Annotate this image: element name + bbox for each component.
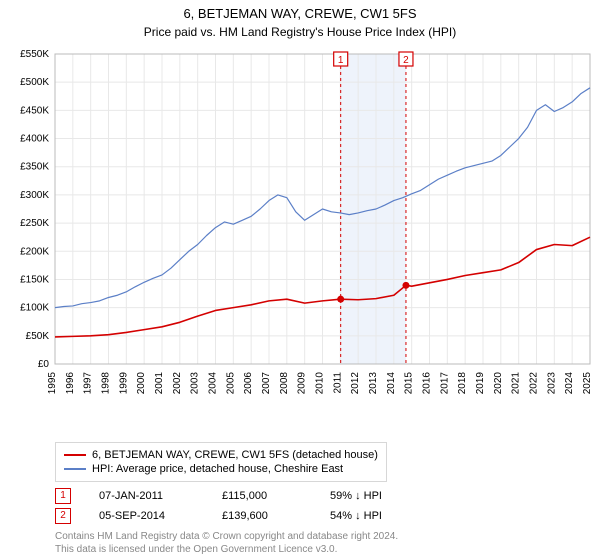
footer-line-2: This data is licensed under the Open Gov… — [55, 543, 398, 556]
svg-text:1998: 1998 — [101, 372, 112, 395]
svg-text:1999: 1999 — [118, 372, 129, 395]
chart-title: 6, BETJEMAN WAY, CREWE, CW1 5FS — [0, 0, 600, 21]
svg-text:2019: 2019 — [475, 372, 486, 395]
legend-item: 6, BETJEMAN WAY, CREWE, CW1 5FS (detache… — [64, 448, 378, 462]
svg-text:£100K: £100K — [20, 303, 49, 314]
svg-text:1995: 1995 — [47, 372, 58, 395]
svg-text:2025: 2025 — [582, 372, 593, 395]
footer-attribution: Contains HM Land Registry data © Crown c… — [55, 530, 398, 556]
svg-text:2012: 2012 — [350, 372, 361, 395]
svg-text:£400K: £400K — [20, 134, 49, 145]
svg-text:£300K: £300K — [20, 190, 49, 201]
legend-label: HPI: Average price, detached house, Ches… — [92, 463, 343, 475]
transaction-row: 2 05-SEP-2014 £139,600 54% ↓ HPI — [55, 506, 420, 526]
svg-text:2010: 2010 — [315, 372, 326, 395]
legend-item: HPI: Average price, detached house, Ches… — [64, 462, 378, 476]
svg-text:2015: 2015 — [404, 372, 415, 395]
svg-text:£350K: £350K — [20, 162, 49, 173]
svg-text:2008: 2008 — [279, 372, 290, 395]
svg-text:£200K: £200K — [20, 246, 49, 257]
svg-text:2005: 2005 — [225, 372, 236, 395]
transactions-table: 1 07-JAN-2011 £115,000 59% ↓ HPI 2 05-SEP-201… — [55, 486, 420, 526]
svg-text:2011: 2011 — [332, 372, 343, 394]
svg-text:1997: 1997 — [83, 372, 94, 395]
svg-text:£500K: £500K — [20, 77, 49, 88]
legend-label: 6, BETJEMAN WAY, CREWE, CW1 5FS (detache… — [92, 449, 378, 461]
svg-text:2022: 2022 — [529, 372, 540, 395]
svg-text:2017: 2017 — [439, 372, 450, 395]
transaction-price: £139,600 — [222, 510, 302, 522]
chart-plot-area: £0 £50K £100K £150K £200K £250K £300K £350K £400… — [0, 44, 600, 414]
svg-text:2018: 2018 — [457, 372, 468, 395]
svg-text:2023: 2023 — [546, 372, 557, 395]
chart-subtitle: Price paid vs. HM Land Registry's House … — [0, 21, 600, 45]
transaction-marker: 2 — [55, 508, 71, 524]
svg-text:2009: 2009 — [297, 372, 308, 395]
chart-svg: £0 £50K £100K £150K £200K £250K £300K £350K £400… — [0, 44, 600, 414]
svg-text:2004: 2004 — [208, 372, 219, 395]
svg-text:1996: 1996 — [65, 372, 76, 395]
transaction-date: 05-SEP-2014 — [99, 510, 194, 522]
legend-swatch — [64, 468, 86, 470]
svg-text:2003: 2003 — [190, 372, 201, 395]
svg-text:2020: 2020 — [493, 372, 504, 395]
legend: 6, BETJEMAN WAY, CREWE, CW1 5FS (detache… — [55, 442, 387, 482]
svg-text:£450K: £450K — [20, 105, 49, 116]
svg-text:2000: 2000 — [136, 372, 147, 395]
svg-text:2006: 2006 — [243, 372, 254, 395]
svg-text:2007: 2007 — [261, 372, 272, 395]
legend-swatch — [64, 454, 86, 456]
svg-text:2021: 2021 — [511, 372, 522, 395]
svg-text:2001: 2001 — [154, 372, 165, 395]
transaction-delta: 59% ↓ HPI — [330, 490, 420, 502]
svg-text:2024: 2024 — [564, 372, 575, 395]
svg-text:£150K: £150K — [20, 274, 49, 285]
svg-text:£50K: £50K — [26, 331, 50, 342]
svg-text:2: 2 — [403, 55, 409, 66]
svg-text:£550K: £550K — [20, 49, 49, 60]
transaction-price: £115,000 — [222, 490, 302, 502]
svg-text:2013: 2013 — [368, 372, 379, 395]
transaction-row: 1 07-JAN-2011 £115,000 59% ↓ HPI — [55, 486, 420, 506]
transaction-marker: 1 — [55, 488, 71, 504]
svg-text:1: 1 — [338, 55, 344, 66]
svg-text:2014: 2014 — [386, 372, 397, 395]
svg-text:£0: £0 — [38, 359, 50, 370]
svg-text:£250K: £250K — [20, 218, 49, 229]
footer-line-1: Contains HM Land Registry data © Crown c… — [55, 530, 398, 543]
transaction-date: 07-JAN-2011 — [99, 490, 194, 502]
chart-container: 6, BETJEMAN WAY, CREWE, CW1 5FS Price pa… — [0, 0, 600, 560]
transaction-delta: 54% ↓ HPI — [330, 510, 420, 522]
svg-text:2002: 2002 — [172, 372, 183, 395]
svg-text:2016: 2016 — [422, 372, 433, 395]
